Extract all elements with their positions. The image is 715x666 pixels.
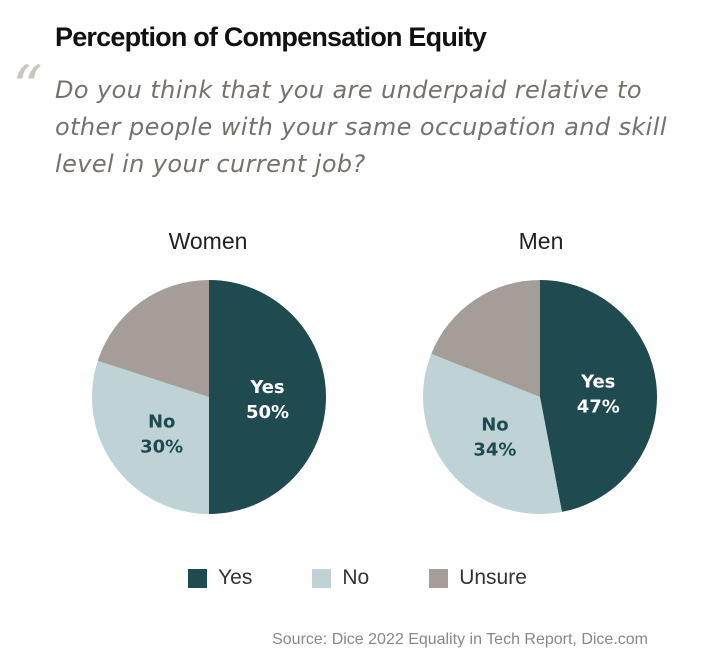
- slice-label-no: No 34%: [473, 414, 516, 460]
- legend-swatch-yes: [188, 568, 208, 588]
- legend-label-unsure: Unsure: [459, 566, 527, 589]
- pie-title-women: Women: [168, 228, 248, 254]
- pie-chart-men: Yes 47% No 34%: [423, 280, 658, 514]
- pie-slice-yes: [540, 280, 658, 512]
- chart-title: Perception of Compensation Equity: [55, 22, 487, 52]
- source-note: Source: Dice 2022 Equality in Tech Repor…: [272, 631, 648, 648]
- slice-label-yes: Yes 50%: [246, 377, 289, 423]
- legend-item-unsure: Unsure: [429, 566, 527, 590]
- pie-slice-no: [91, 360, 209, 514]
- pie-slice-unsure: [431, 280, 540, 397]
- pie-slice-unsure: [97, 280, 209, 397]
- legend-item-yes: Yes: [188, 566, 252, 590]
- survey-question: Do you think that you are underpaid rela…: [55, 76, 667, 178]
- legend-swatch-no: [312, 568, 332, 588]
- slice-label-yes: Yes 47%: [577, 371, 620, 417]
- quote-mark-icon: “: [12, 53, 43, 123]
- pie-slice-yes: [209, 280, 326, 514]
- legend-item-no: No: [312, 566, 369, 590]
- legend: Yes No Unsure: [0, 566, 715, 590]
- legend-swatch-unsure: [429, 568, 449, 588]
- legend-label-no: No: [342, 566, 370, 589]
- pie-slice-no: [423, 353, 562, 514]
- slice-label-no: No 30%: [140, 411, 183, 457]
- legend-label-yes: Yes: [218, 566, 253, 589]
- pie-chart-women: Yes 50% No 30%: [91, 280, 326, 514]
- pie-title-men: Men: [518, 228, 564, 254]
